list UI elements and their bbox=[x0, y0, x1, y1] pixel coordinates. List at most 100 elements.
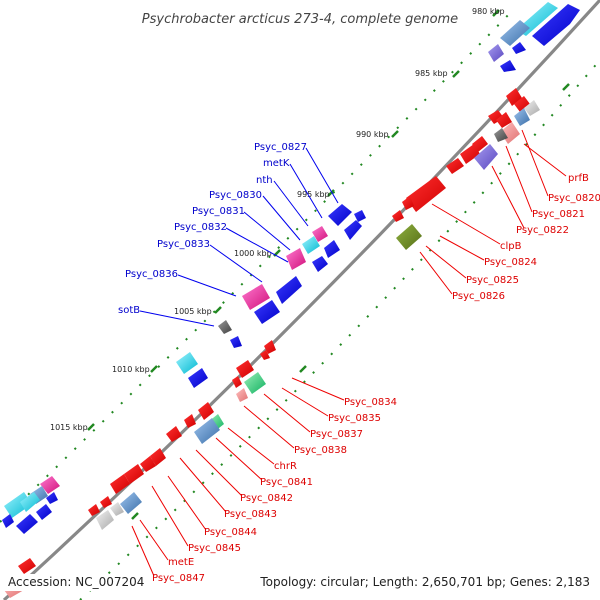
gene-label-psyc0831: Psyc_0831 bbox=[192, 206, 245, 217]
forward-leader-lines bbox=[139, 147, 339, 327]
gene-label-psyc0827: Psyc_0827 bbox=[254, 142, 307, 153]
gene-psyc0826 bbox=[396, 224, 422, 250]
gene-mete bbox=[120, 492, 142, 514]
gene-psyc0838 bbox=[198, 402, 214, 420]
gene-label-psyc0838: Psyc_0838 bbox=[294, 445, 347, 456]
gene-arrow bbox=[264, 340, 276, 354]
gene-arrow bbox=[354, 210, 366, 222]
gene-metk bbox=[344, 220, 362, 240]
gene-arrow bbox=[460, 144, 480, 164]
gene-feature bbox=[514, 108, 530, 126]
gene-psyc0831 bbox=[324, 240, 340, 258]
gene-arrow bbox=[254, 300, 280, 324]
genome-summary: Topology: circular; Length: 2,650,701 bp… bbox=[259, 575, 590, 589]
gene-psyc0843 bbox=[150, 448, 166, 466]
gene-psyc0837 bbox=[236, 388, 248, 402]
gene-psyc0834 bbox=[236, 360, 254, 378]
gene-prfb bbox=[506, 88, 522, 106]
gene-label-nth: nth bbox=[256, 175, 273, 186]
gene-arrow bbox=[16, 514, 38, 534]
gene-psyc0844 bbox=[124, 464, 144, 484]
forward-features bbox=[2, 2, 580, 534]
gene-feature bbox=[110, 502, 124, 516]
gene-arrow bbox=[500, 60, 516, 72]
gene-arrow bbox=[230, 336, 242, 348]
map-title: Psychrobacter arcticus 273-4, complete g… bbox=[142, 12, 458, 27]
tick-label: 1005 kbp bbox=[174, 307, 212, 316]
outer-tick-track bbox=[0, 7, 516, 523]
reverse-leader-lines bbox=[131, 129, 567, 577]
gene-arrow bbox=[532, 4, 580, 46]
tick-label: 1000 kbp bbox=[234, 249, 272, 258]
gene-psyc0827 bbox=[328, 204, 352, 226]
gene-label-psyc0825: Psyc_0825 bbox=[466, 275, 519, 286]
gene-label-psyc0826: Psyc_0826 bbox=[452, 291, 505, 302]
gene-label-psyc0837: Psyc_0837 bbox=[310, 429, 363, 440]
gene-arrow bbox=[512, 42, 526, 54]
forward-labels: Psyc_0827 metK nth Psyc_0830 Psyc_0831 P… bbox=[118, 142, 307, 316]
gene-label-psyc0834: Psyc_0834 bbox=[344, 397, 397, 408]
tick-labels: 980 kbp 985 kbp 990 kbp 995 kbp 1000 kbp… bbox=[50, 7, 505, 432]
gene-arrow bbox=[140, 456, 156, 472]
gene-label-sotb: sotB bbox=[118, 305, 140, 316]
gene-feature bbox=[494, 128, 508, 142]
gene-label-metk: metK bbox=[263, 158, 290, 169]
tick-label: 1010 kbp bbox=[112, 365, 150, 374]
gene-label-psyc0842: Psyc_0842 bbox=[240, 493, 293, 504]
tick-label: 985 kbp bbox=[415, 69, 448, 78]
gene-arrow bbox=[402, 196, 414, 210]
gene-clpb bbox=[406, 176, 446, 212]
gene-label-psyc0830: Psyc_0830 bbox=[209, 190, 262, 201]
gene-arrow bbox=[312, 256, 328, 272]
gene-psyc0835 bbox=[244, 372, 266, 394]
gene-label-psyc0835: Psyc_0835 bbox=[328, 413, 381, 424]
gene-label-psyc0820: Psyc_0820 bbox=[548, 193, 600, 204]
accession-background bbox=[4, 574, 150, 591]
gene-psyc0842 bbox=[166, 426, 182, 442]
reverse-labels: prfB Psyc_0820 Psyc_0821 Psyc_0822 clpB … bbox=[152, 173, 600, 584]
gene-feature bbox=[474, 144, 498, 170]
gene-label-psyc0844: Psyc_0844 bbox=[204, 527, 257, 538]
gene-label-psyc0841: Psyc_0841 bbox=[260, 477, 313, 488]
gene-feature bbox=[524, 100, 540, 116]
gene-psyc0847 bbox=[96, 510, 114, 530]
gene-psyc0821 bbox=[488, 110, 504, 124]
tick-label: 1015 kbp bbox=[50, 423, 88, 432]
tick-label: 990 kbp bbox=[356, 130, 389, 139]
gene-arrow bbox=[184, 414, 196, 428]
accession-text: Accession: NC_007204 bbox=[8, 575, 144, 589]
gene-label-psyc0822: Psyc_0822 bbox=[516, 225, 569, 236]
gene-label-psyc0832: Psyc_0832 bbox=[174, 222, 227, 233]
gene-label-psyc0836: Psyc_0836 bbox=[125, 269, 178, 280]
gene-arrow bbox=[446, 158, 464, 174]
gene-label-clpb: clpB bbox=[500, 241, 522, 252]
gene-feature bbox=[500, 20, 530, 46]
inner-tick-track bbox=[79, 59, 600, 600]
gene-arrow bbox=[36, 504, 52, 520]
gene-label-mete: metE bbox=[168, 557, 194, 568]
gene-psyc0832 bbox=[286, 248, 306, 270]
gene-arrow bbox=[100, 496, 112, 508]
gene-label-psyc0821: Psyc_0821 bbox=[532, 209, 585, 220]
gene-psyc0836 bbox=[242, 284, 270, 310]
gene-label-psyc0843: Psyc_0843 bbox=[224, 509, 277, 520]
gene-arrow bbox=[46, 492, 58, 504]
gene-arrow bbox=[392, 210, 404, 222]
gene-arrow bbox=[88, 504, 100, 516]
gene-label-prfb: prfB bbox=[568, 173, 589, 184]
gene-label-psyc0833: Psyc_0833 bbox=[157, 239, 210, 250]
gene-arrow bbox=[496, 112, 512, 128]
gene-label-psyc0847: Psyc_0847 bbox=[152, 573, 205, 584]
gene-psyc0830 bbox=[302, 236, 320, 254]
gene-feature bbox=[40, 476, 60, 494]
gene-psyc0841 bbox=[194, 418, 220, 444]
gene-arrow bbox=[232, 376, 242, 388]
tick-label: 980 kbp bbox=[472, 7, 505, 16]
gene-label-psyc0824: Psyc_0824 bbox=[484, 257, 537, 268]
gene-feature bbox=[488, 44, 504, 62]
gene-arrow bbox=[18, 558, 36, 574]
tick-label: 995 kbp bbox=[297, 190, 330, 199]
gene-feature bbox=[176, 352, 198, 374]
